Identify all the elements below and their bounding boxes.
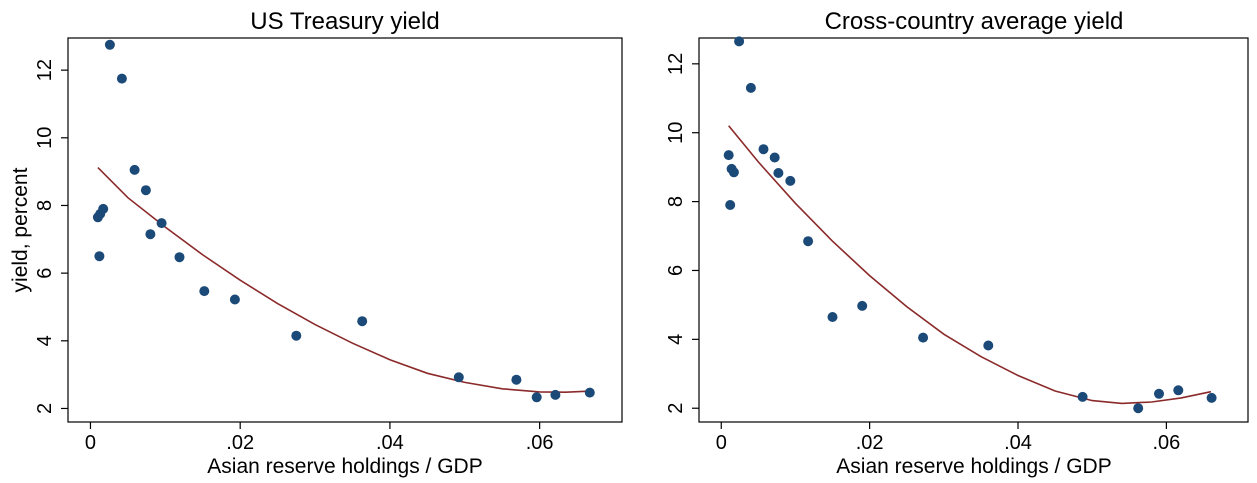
data-point	[983, 340, 994, 351]
data-point	[104, 39, 115, 50]
data-point	[156, 218, 167, 229]
y-tick-label: 4	[34, 335, 56, 346]
plot-frame	[67, 37, 623, 423]
data-point	[1133, 403, 1144, 414]
data-point	[98, 203, 109, 214]
data-point	[174, 252, 185, 263]
fit-curve-group	[97, 167, 589, 394]
y-tick-label: 10	[34, 127, 56, 149]
data-point	[723, 150, 734, 161]
data-point	[229, 294, 240, 305]
y-tick-label: 6	[34, 268, 56, 279]
x-axis-label: Asian reserve holdings / GDP	[207, 455, 482, 478]
data-point	[1173, 385, 1184, 396]
panel-cross-country: Cross-country average yield Asian reserv…	[665, 8, 1249, 478]
data-point	[857, 300, 868, 311]
data-point	[140, 185, 151, 196]
y-tick-label: 12	[665, 53, 687, 75]
points-group	[723, 36, 1217, 414]
data-point	[1154, 388, 1164, 399]
y-axis-label: yield, percent	[9, 167, 32, 292]
x-tick-label: .06	[526, 432, 554, 454]
data-point	[918, 332, 929, 343]
data-point	[357, 316, 368, 327]
x-tick-label: .04	[376, 432, 404, 454]
panel-us-treasury: US Treasury yield yield, percent Asian r…	[9, 8, 623, 478]
data-point	[725, 200, 736, 210]
axes: 0 .02 .04 .06 2 4 6 8 10 12	[665, 53, 1180, 454]
data-point	[827, 312, 838, 322]
y-tick-label: 10	[665, 122, 687, 144]
x-tick-label: 0	[85, 432, 96, 454]
data-point	[453, 372, 464, 383]
x-tick-label: 0	[716, 432, 727, 454]
y-tick-label: 6	[665, 265, 687, 276]
data-point	[773, 168, 784, 178]
y-tick-label: 12	[34, 59, 56, 81]
data-point	[769, 152, 780, 163]
data-point	[129, 164, 140, 175]
y-tick-label: 8	[665, 196, 687, 207]
data-point	[94, 251, 105, 262]
data-point	[531, 392, 542, 403]
y-tick-label: 8	[34, 200, 56, 211]
data-point	[1077, 391, 1088, 402]
data-point	[758, 144, 769, 155]
data-point	[199, 286, 210, 297]
fit-curve	[728, 125, 1212, 405]
data-point	[116, 73, 127, 84]
data-point	[785, 175, 796, 186]
y-tick-label: 2	[665, 403, 687, 414]
data-point	[584, 387, 595, 398]
y-tick-label: 4	[665, 334, 687, 345]
data-point	[745, 82, 756, 93]
plot-frame	[698, 37, 1249, 423]
x-tick-label: .04	[1004, 432, 1032, 454]
fit-curve	[97, 167, 589, 394]
fit-curve-group	[728, 125, 1212, 405]
data-point	[511, 374, 522, 385]
x-axis-label: Asian reserve holdings / GDP	[836, 455, 1111, 478]
chart-title: US Treasury yield	[250, 8, 439, 35]
data-point	[803, 236, 814, 247]
data-point	[1206, 392, 1217, 403]
data-point	[550, 389, 561, 400]
data-point	[728, 167, 739, 178]
x-tick-label: .06	[1152, 432, 1180, 454]
x-tick-label: .02	[226, 432, 254, 454]
data-point	[734, 36, 745, 47]
points-group	[92, 39, 595, 403]
data-point	[145, 229, 156, 240]
x-tick-label: .02	[856, 432, 884, 454]
chart-title: Cross-country average yield	[825, 8, 1124, 35]
y-tick-label: 2	[34, 403, 56, 414]
axes: 0 .02 .04 .06 2 4 6 8 10 12	[34, 59, 554, 454]
data-point	[291, 330, 302, 341]
